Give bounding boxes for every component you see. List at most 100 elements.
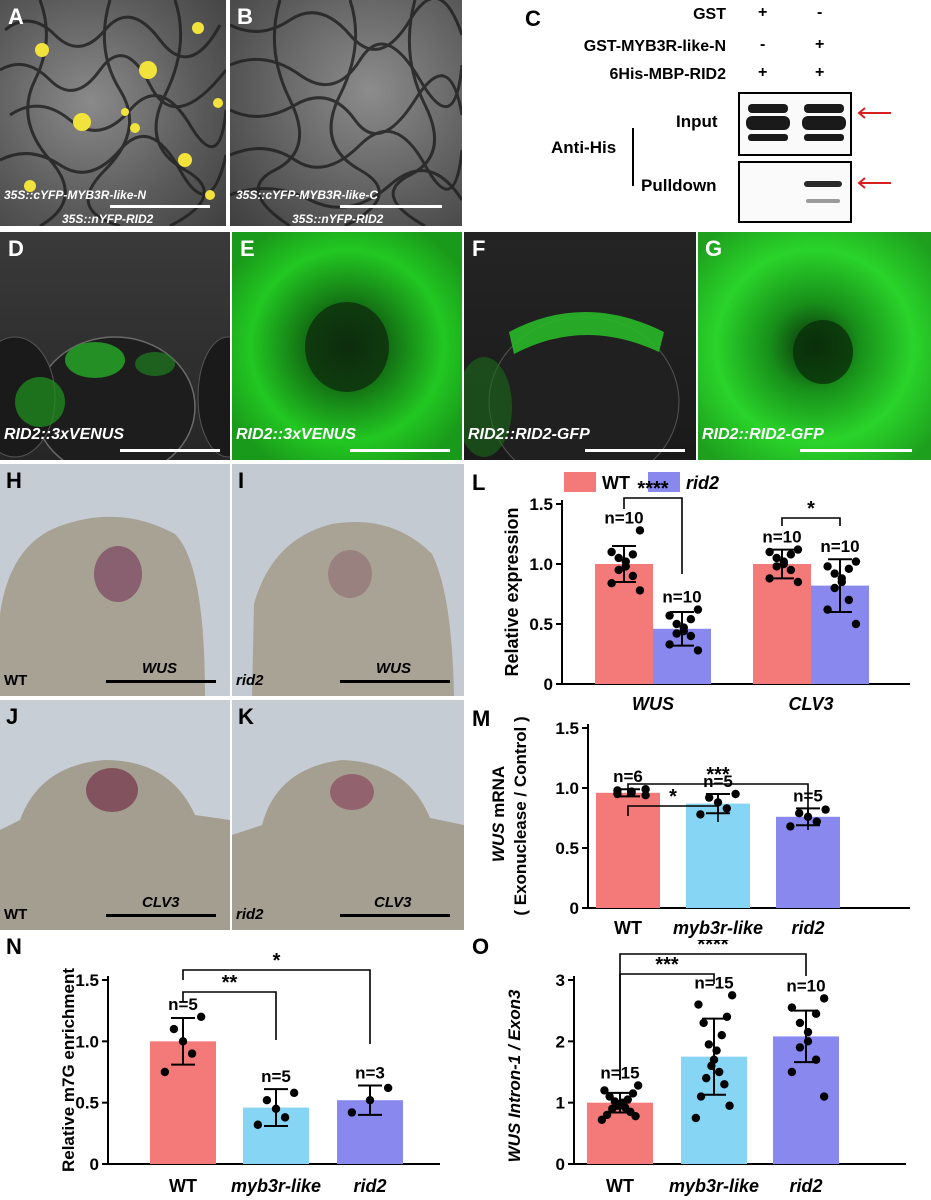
panel-d-scalebar xyxy=(120,449,220,452)
data-point xyxy=(253,1120,263,1129)
legend-label-wt: WT xyxy=(602,473,630,493)
y-tick-label: 0 xyxy=(556,1155,565,1174)
n-label: n=5 xyxy=(703,772,733,791)
data-point xyxy=(819,1092,829,1101)
data-point xyxy=(686,615,696,624)
y-tick-label: 1.5 xyxy=(555,719,579,738)
significance-label: * xyxy=(807,498,815,520)
significance-label: **** xyxy=(637,478,668,500)
data-point xyxy=(365,1096,375,1105)
significance-bracket xyxy=(619,953,807,1080)
data-point xyxy=(607,579,616,588)
panel-a-caption2: 35S::nYFP-RID2 xyxy=(62,212,154,226)
data-point xyxy=(280,1113,290,1122)
data-point xyxy=(679,627,688,636)
y-tick-label: 0 xyxy=(90,1155,99,1174)
data-point xyxy=(714,1067,724,1077)
panel-a-scalebar xyxy=(110,205,210,208)
data-point xyxy=(691,1113,701,1123)
panel-g-label: G xyxy=(705,236,723,261)
panel-f-scalebar xyxy=(585,449,685,452)
panel-i-scalebar xyxy=(340,680,450,683)
n-label: n=10 xyxy=(662,588,701,607)
data-point xyxy=(803,1027,813,1037)
data-point xyxy=(844,564,854,573)
panel-h-gene: WUS xyxy=(142,660,177,677)
panel-k-gene: CLV3 xyxy=(374,894,412,911)
x-tick-label: WUS xyxy=(632,694,674,710)
legend-swatch-wt xyxy=(564,472,596,492)
data-point xyxy=(725,1101,734,1110)
data-point xyxy=(672,629,681,638)
y-tick-label: 1.0 xyxy=(555,779,579,798)
data-point xyxy=(289,1088,299,1098)
y-tick-label: 1.5 xyxy=(75,971,99,990)
data-point xyxy=(713,798,723,807)
panel-d-image xyxy=(0,232,230,460)
significance-label: * xyxy=(273,950,281,972)
panel-e-image xyxy=(232,232,462,460)
y-axis-label: Relative expression xyxy=(502,507,522,676)
panel-h-genotype: WT xyxy=(4,672,28,689)
data-point xyxy=(693,605,703,614)
row-myb3r-lane1: - xyxy=(760,36,766,53)
data-point xyxy=(169,1024,179,1034)
n-label: n=5 xyxy=(261,1067,291,1086)
data-point xyxy=(635,526,645,535)
data-point xyxy=(793,545,803,554)
panel-b-caption2: 35S::nYFP-RID2 xyxy=(292,212,384,226)
data-point xyxy=(613,789,622,799)
panel-i-label: I xyxy=(238,468,245,493)
blot-pulldown xyxy=(738,161,852,223)
data-point xyxy=(635,586,645,595)
significance-label: ** xyxy=(222,972,238,994)
data-point xyxy=(727,991,737,1000)
x-tick-label: myb3r-like xyxy=(231,1176,321,1196)
significance-label: *** xyxy=(655,954,679,976)
data-point xyxy=(765,547,774,557)
x-tick-label: rid2 xyxy=(353,1176,386,1196)
n-label: n=6 xyxy=(613,767,643,786)
pulldown-label: Pulldown xyxy=(641,176,717,195)
data-point xyxy=(731,789,740,799)
panel-k-image xyxy=(232,700,464,930)
data-point xyxy=(187,1049,197,1058)
data-point xyxy=(786,565,796,575)
data-point xyxy=(786,550,796,559)
panel-h-image xyxy=(0,464,230,696)
data-point xyxy=(795,1043,805,1052)
data-point xyxy=(196,1012,206,1021)
n-label: n=10 xyxy=(604,508,643,527)
y-tick-label: 0.5 xyxy=(555,839,579,858)
row-rid2: 6His-MBP-RID2 xyxy=(609,66,726,83)
significance-bracket xyxy=(182,991,277,1040)
panel-a-caption1: 35S::cYFP-MYB3R-like-N xyxy=(4,188,147,202)
panel-i-genotype: rid2 xyxy=(236,672,264,689)
y-tick-label: 1 xyxy=(556,1094,565,1113)
panel-j-image xyxy=(0,700,230,930)
data-point xyxy=(672,619,681,629)
row-rid2-lane1: + xyxy=(758,64,768,81)
input-label: Input xyxy=(676,112,718,131)
data-point xyxy=(628,1089,638,1098)
panel-j-label: J xyxy=(6,704,19,729)
data-point xyxy=(707,1061,716,1071)
data-point xyxy=(633,1081,643,1090)
panel-g-caption: RID2::RID2-GFP xyxy=(702,426,824,443)
data-point xyxy=(811,1009,821,1018)
significance-bracket xyxy=(623,497,683,574)
data-point xyxy=(786,822,795,831)
data-point xyxy=(699,1018,708,1028)
panel-e-scalebar xyxy=(350,449,450,452)
panel-j-genotype: WT xyxy=(4,906,28,923)
panel-c-label: C xyxy=(525,6,541,31)
data-point xyxy=(722,1012,732,1021)
antibody-bracket xyxy=(632,128,634,186)
panel-f-caption: RID2::RID2-GFP xyxy=(468,426,590,443)
panel-a-cells xyxy=(0,0,226,226)
panel-i-image xyxy=(232,464,464,696)
data-point xyxy=(704,1040,714,1049)
data-point xyxy=(628,550,638,559)
row-gst: GST xyxy=(693,6,726,23)
significance-bracket xyxy=(627,805,719,822)
